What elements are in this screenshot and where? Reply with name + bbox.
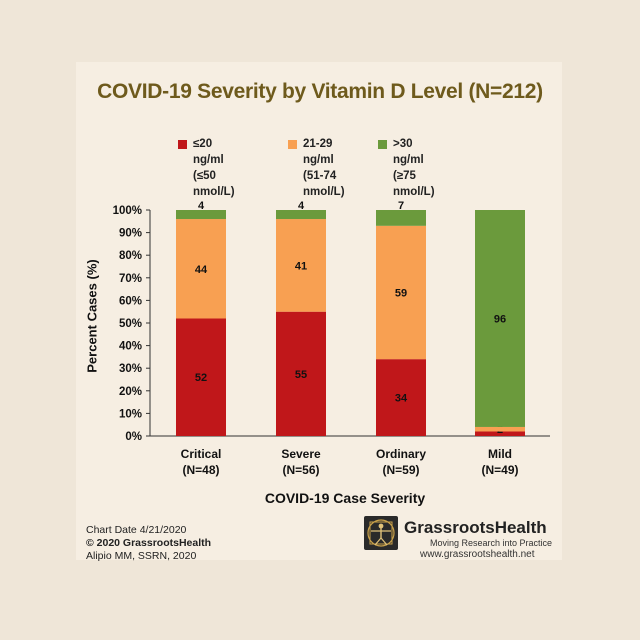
bar-segment <box>176 318 226 436</box>
chart-credits: Chart Date 4/21/2020 © 2020 GrassrootsHe… <box>86 524 211 563</box>
bar-segment <box>475 210 525 427</box>
bar-segment <box>176 210 226 220</box>
vitruvian-logo-icon <box>364 516 398 550</box>
data-label: 96 <box>494 313 506 325</box>
legend-label: 21-29 ng/ml (51-74 nmol/L) <box>303 138 345 198</box>
x-tick-label: (N=56) <box>282 463 319 477</box>
brand-tagline: Moving Research into Practice <box>430 538 553 548</box>
y-tick-label: 70% <box>119 273 142 285</box>
bar-segment <box>475 431 525 436</box>
x-tick-label: (N=59) <box>382 463 419 477</box>
brand-url: www.grassrootshealth.net <box>420 549 535 560</box>
y-tick-label: 100% <box>113 205 142 217</box>
bar-segment <box>475 426 525 432</box>
legend-swatch <box>288 140 297 149</box>
copyright: © 2020 GrassrootsHealth <box>86 537 212 549</box>
y-tick-label: 80% <box>119 250 142 262</box>
y-tick-label: 0% <box>125 431 142 443</box>
legend-label: ≤20 ng/ml (≤50 nmol/L) <box>193 138 235 198</box>
bar-segment <box>276 210 326 220</box>
data-label: 7 <box>398 200 404 212</box>
bar-segment <box>376 359 426 436</box>
data-label: 59 <box>395 287 407 299</box>
bar-segment <box>176 219 226 319</box>
legend-swatch <box>178 140 187 149</box>
x-tick-label: (N=48) <box>182 463 219 477</box>
legend-label: >30 ng/ml (≥75 nmol/L) <box>393 138 435 198</box>
data-label: 34 <box>395 393 408 405</box>
data-label: 55 <box>295 369 307 381</box>
legend-swatch <box>378 140 387 149</box>
x-axis-label: COVID-19 Case Severity <box>264 490 426 506</box>
y-tick-label: 30% <box>119 363 142 375</box>
y-tick-label: 40% <box>119 341 142 353</box>
data-label: 4 <box>198 200 205 212</box>
data-label: 52 <box>195 372 207 384</box>
y-tick-label: 50% <box>119 318 142 330</box>
data-label: 44 <box>195 264 208 276</box>
brand-name: GrassrootsHealth <box>404 518 547 537</box>
citation: Alipio MM, SSRN, 2020 <box>86 550 197 562</box>
bar-segment <box>276 311 326 436</box>
x-tick-label: Ordinary <box>376 447 426 461</box>
y-tick-label: 90% <box>119 228 142 240</box>
y-tick-label: 10% <box>119 408 142 420</box>
y-tick-label: 20% <box>119 386 142 398</box>
bar-segment <box>276 219 326 312</box>
x-tick-label: Critical <box>181 447 222 461</box>
data-label: 41 <box>295 260 307 272</box>
chart-title: COVID-19 Severity by Vitamin D Level (N=… <box>97 80 543 103</box>
bar-segment <box>376 210 426 226</box>
bar-segment <box>376 225 426 360</box>
x-tick-label: Mild <box>488 447 512 461</box>
chart-date: Chart Date 4/21/2020 <box>86 524 187 536</box>
x-tick-label: Severe <box>281 447 321 461</box>
y-tick-label: 60% <box>119 295 142 307</box>
x-tick-label: (N=49) <box>481 463 518 477</box>
data-label: 4 <box>298 200 305 212</box>
